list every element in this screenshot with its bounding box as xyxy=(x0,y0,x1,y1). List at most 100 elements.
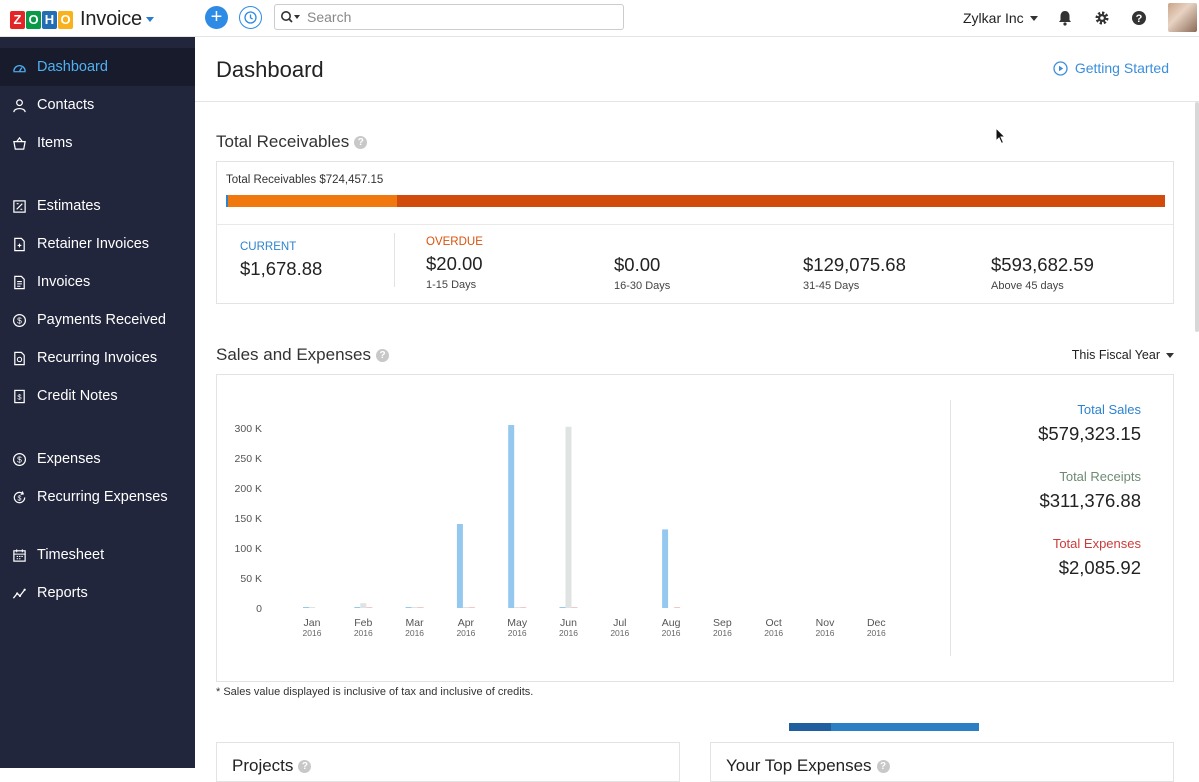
chart-bar xyxy=(520,607,527,608)
x-tick-year-label: 2016 xyxy=(662,628,681,638)
sidebar-item-invoices[interactable]: Invoices xyxy=(0,263,195,301)
search-icon xyxy=(281,11,300,23)
x-tick-label: Nov xyxy=(816,617,835,629)
y-tick-label: 250 K xyxy=(235,453,262,465)
gear-icon[interactable] xyxy=(1093,9,1111,27)
contacts-icon xyxy=(13,98,26,112)
overdue-label: OVERDUE xyxy=(426,236,483,248)
projects-panel: Projects ? xyxy=(216,742,680,782)
svg-text:?: ? xyxy=(1136,13,1143,25)
x-tick-label: Jul xyxy=(613,617,626,629)
chart-bar xyxy=(354,607,361,608)
quick-create-button[interactable]: + xyxy=(205,6,228,29)
receivables-overdue-1-15[interactable]: OVERDUE $20.00 1-15 Days xyxy=(426,236,483,291)
sidebar-item-dashboard[interactable]: Dashboard xyxy=(0,48,195,86)
y-tick-label: 150 K xyxy=(235,513,262,525)
receivables-total: Total Receivables $724,457.15 xyxy=(226,174,384,186)
help-icon[interactable]: ? xyxy=(354,135,368,149)
sidebar-item-retainer-invoices[interactable]: Retainer Invoices xyxy=(0,225,195,263)
sidebar-item-payments-received[interactable]: $ Payments Received xyxy=(0,301,195,339)
top-bar: Z O H O Invoice + Zylkar Inc xyxy=(0,0,1199,37)
y-tick-label: 100 K xyxy=(235,543,262,555)
total-receipts-label: Total Receipts xyxy=(1059,469,1141,484)
items-icon xyxy=(13,136,26,150)
sidebar: Dashboard Contacts Items Estimates Retai… xyxy=(0,37,195,768)
total-expenses-value: $2,085.92 xyxy=(1058,557,1141,578)
scrollbar[interactable] xyxy=(1195,102,1199,332)
x-tick-label: Oct xyxy=(766,617,782,629)
chart-bar xyxy=(405,607,412,608)
sidebar-item-timesheet[interactable]: Timesheet xyxy=(0,536,195,574)
search-box[interactable] xyxy=(274,4,624,30)
x-tick-label: Mar xyxy=(406,617,425,629)
chart-bar xyxy=(508,425,515,608)
sidebar-item-label: Retainer Invoices xyxy=(37,236,150,252)
sales-title: Sales and Expenses ? xyxy=(216,345,389,365)
sidebar-item-label: Contacts xyxy=(37,97,95,113)
period-dropdown[interactable]: This Fiscal Year xyxy=(1072,348,1174,362)
timesheet-icon xyxy=(13,548,26,562)
x-tick-year-label: 2016 xyxy=(508,628,527,638)
svg-text:$: $ xyxy=(17,315,22,325)
total-receipts[interactable]: Total Receipts $311,376.88 xyxy=(1039,469,1141,512)
bell-icon[interactable] xyxy=(1056,9,1074,27)
sidebar-item-items[interactable]: Items xyxy=(0,124,195,162)
sidebar-item-reports[interactable]: Reports xyxy=(0,574,195,612)
sidebar-item-estimates[interactable]: Estimates xyxy=(0,187,195,225)
total-sales[interactable]: Total Sales $579,323.15 xyxy=(1038,402,1141,445)
current-amount: $1,678.88 xyxy=(240,258,323,279)
chart-bar xyxy=(662,529,669,608)
receivables-current[interactable]: CURRENT $1,678.88 xyxy=(240,241,322,280)
organization-switcher[interactable]: Zylkar Inc xyxy=(963,10,1038,26)
current-label: CURRENT xyxy=(240,241,297,253)
app-switcher-caret-icon[interactable] xyxy=(145,17,154,22)
search-input[interactable] xyxy=(307,9,623,25)
page-title: Dashboard xyxy=(216,57,324,82)
x-tick-year-label: 2016 xyxy=(816,628,835,638)
help-icon[interactable]: ? xyxy=(376,348,389,362)
projects-title: Projects ? xyxy=(232,756,312,776)
chevron-down-icon xyxy=(1166,352,1174,358)
search-filter-dropdown[interactable] xyxy=(275,10,307,24)
recent-history-button[interactable] xyxy=(239,6,262,29)
app-logo[interactable]: Z O H O Invoice xyxy=(10,8,154,31)
mouse-cursor-icon xyxy=(995,127,1007,145)
sales-chart-card: 0 50 K 100 K 150 K 200 K 250 K 300 K Jan 2016 Feb… xyxy=(216,374,1174,682)
sidebar-item-credit-notes[interactable]: $ Credit Notes xyxy=(0,377,195,415)
sidebar-item-label: Timesheet xyxy=(37,547,105,563)
divider xyxy=(394,233,395,287)
org-name: Zylkar Inc xyxy=(963,10,1024,26)
receivables-overdue-16-30[interactable]: $0.00 16-30 Days xyxy=(614,254,670,292)
sidebar-item-expenses[interactable]: $ Expenses xyxy=(0,440,195,478)
chart-bar xyxy=(303,607,309,608)
x-tick-year-label: 2016 xyxy=(610,628,629,638)
user-avatar[interactable] xyxy=(1168,3,1197,32)
sidebar-item-recurring-expenses[interactable]: $ Recurring Expenses xyxy=(0,478,195,516)
sidebar-item-label: Recurring Invoices xyxy=(37,350,158,366)
invoices-icon xyxy=(14,275,25,289)
chart-bar xyxy=(468,607,475,608)
receivables-progress-bar[interactable] xyxy=(226,195,1165,207)
recurring-expenses-icon: $ xyxy=(13,490,26,503)
chart-bar xyxy=(417,607,424,608)
help-icon[interactable]: ? xyxy=(1130,9,1148,27)
receivables-overdue-31-45[interactable]: $129,075.68 31-45 Days xyxy=(803,254,906,292)
x-tick-year-label: 2016 xyxy=(713,628,732,638)
top-expenses-panel: Your Top Expenses ? xyxy=(710,742,1174,782)
total-sales-label: Total Sales xyxy=(1077,402,1141,417)
reports-icon xyxy=(12,588,26,599)
help-icon[interactable]: ? xyxy=(876,759,890,773)
getting-started-link[interactable]: Getting Started xyxy=(1053,60,1169,76)
y-tick-label: 0 xyxy=(256,603,262,615)
x-tick-year-label: 2016 xyxy=(764,628,783,638)
sidebar-item-contacts[interactable]: Contacts xyxy=(0,86,195,124)
chart-bar xyxy=(456,524,463,608)
receivables-title: Total Receivables ? xyxy=(216,132,368,152)
period-label: This Fiscal Year xyxy=(1071,348,1160,362)
help-icon[interactable]: ? xyxy=(298,759,312,773)
total-expenses[interactable]: Total Expenses $2,085.92 xyxy=(1053,536,1141,579)
sidebar-item-recurring-invoices[interactable]: Recurring Invoices xyxy=(0,339,195,377)
total-sales-value: $579,323.15 xyxy=(1038,423,1141,444)
receivables-overdue-above-45[interactable]: $593,682.59 Above 45 days xyxy=(991,254,1094,292)
